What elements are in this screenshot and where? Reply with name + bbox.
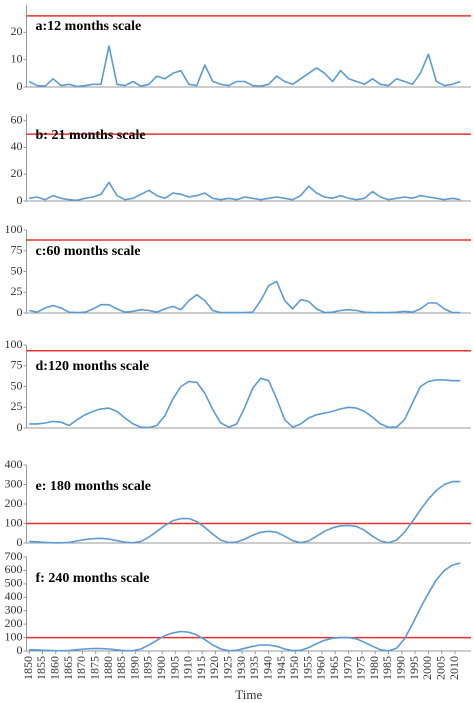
y-tick-label: 300 [5,476,23,490]
y-tick-label: 10 [11,51,23,65]
y-tick-label: 25 [11,399,23,413]
y-tick-label: 100 [5,222,23,236]
x-tick-label: 1860 [48,656,62,680]
y-tick-label: 0 [17,79,23,93]
data-line [28,45,461,88]
x-tick-label: 1865 [61,656,75,680]
x-tick-label: 1930 [234,656,248,680]
data-line [29,181,461,202]
y-tick-label: 100 [5,629,23,643]
x-tick-label: 1870 [74,656,88,680]
x-tick-label: 1880 [101,656,115,680]
x-tick-label: 1920 [207,656,221,680]
x-tick-label: 1965 [327,656,341,680]
y-tick-label: 200 [5,496,23,510]
y-tick-label: 0 [17,535,23,549]
y-tick-label: 600 [5,562,23,576]
y-tick-label: 20 [11,166,23,180]
y-tick-label: 50 [11,263,23,277]
data-line [29,280,461,314]
x-tick-label: 1885 [114,656,128,680]
x-tick-label: 1980 [367,656,381,680]
x-tick-label: 1985 [380,656,394,680]
y-tick-label: 100 [5,337,23,351]
x-tick-label: 1950 [287,656,301,680]
x-tick-label: 1875 [87,656,101,680]
x-tick-label: 1890 [127,656,141,680]
x-tick-label: 1955 [300,656,314,680]
panel-title: d:120 months scale [36,359,150,374]
y-tick-label: 75 [11,358,23,372]
x-tick-label: 1935 [247,656,261,680]
panel-title: b: 21 months scale [36,128,146,143]
y-tick-label: 40 [11,139,23,153]
y-tick-label: 25 [11,284,23,298]
x-tick-label: 1960 [314,656,328,680]
panel-title: f: 240 months scale [36,571,150,586]
y-tick-label: 100 [5,515,23,529]
x-tick-label: 2000 [420,656,434,680]
y-tick-label: 400 [5,589,23,603]
panel-title: e: 180 months scale [36,479,152,494]
x-tick-label: 1975 [354,656,368,680]
y-tick-label: 200 [5,616,23,630]
x-tick-label: 2005 [433,656,447,680]
x-tick-label: 1990 [394,656,408,680]
x-tick-label: 1850 [21,656,35,680]
x-tick-label: 1910 [181,656,195,680]
x-axis-label: Time [235,687,262,702]
y-tick-label: 50 [11,378,23,392]
y-tick-label: 0 [17,305,23,319]
y-tick-label: 700 [5,549,23,563]
y-tick-label: 500 [5,576,23,590]
y-tick-label: 60 [11,112,23,126]
x-tick-label: 1970 [340,656,354,680]
x-tick-label: 2010 [447,656,461,680]
x-tick-label: 1945 [274,656,288,680]
y-tick-label: 0 [17,420,23,434]
y-tick-label: 300 [5,602,23,616]
data-line [29,562,461,652]
y-tick-label: 20 [11,24,23,38]
x-tick-label: 1925 [221,656,235,680]
data-line [29,377,461,429]
data-line [29,480,461,544]
panel-title: a:12 months scale [36,19,142,34]
x-tick-label: 1905 [167,656,181,680]
x-tick-label: 1995 [407,656,421,680]
y-tick-label: 0 [17,193,23,207]
y-tick-label: 0 [17,643,23,657]
x-tick-label: 1900 [154,656,168,680]
x-tick-label: 1915 [194,656,208,680]
x-tick-label: 1895 [141,656,155,680]
panel-title: c:60 months scale [36,244,141,259]
y-tick-label: 400 [5,457,23,471]
x-tick-label: 1940 [260,656,274,680]
x-tick-label: 1855 [34,656,48,680]
y-tick-label: 75 [11,243,23,257]
